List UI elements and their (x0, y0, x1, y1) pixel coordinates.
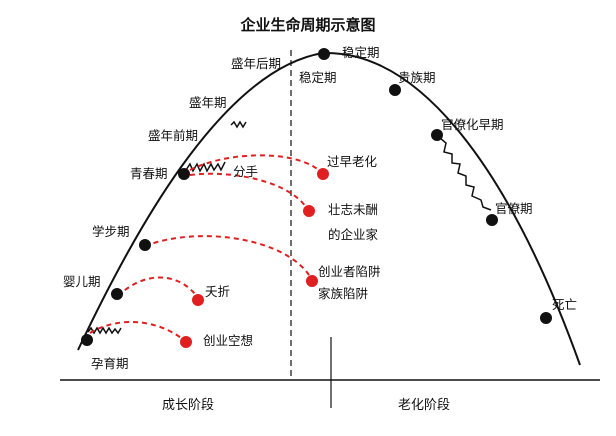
trap-curve-entrepreneur-fantasy (89, 321, 186, 342)
stage-label-wending: 稳定期 (299, 70, 337, 85)
stage-dot-yinger (111, 288, 123, 300)
stage-label-shengnian-hou: 盛年后期 (231, 56, 282, 71)
trap-curve-split (189, 172, 309, 211)
stage-label-guizu: 贵族期 (398, 70, 436, 85)
trap-dot-infant-death (192, 294, 204, 306)
diagram-title: 企业生命周期示意图 (240, 16, 376, 34)
trap-label-chuangyezhe-xianjing: 创业者陷阱 (318, 264, 381, 279)
trap-curve-infant-death (117, 276, 199, 299)
stage-dot-guanliao (486, 214, 498, 226)
stage-label-wending-top: 稳定期 (342, 45, 380, 60)
stage-label-yunyu: 孕育期 (91, 356, 129, 371)
phase-label-growth: 成长阶段 (162, 398, 215, 413)
stage-label-shengnian-qian: 盛年前期 (148, 128, 199, 143)
stage-dot-xuebu (139, 239, 151, 251)
stage-dot-wending (318, 48, 330, 60)
stage-label-xuebu: 学步期 (92, 224, 130, 239)
stage-label-siwang: 死亡 (552, 297, 578, 312)
stage-label-qingchun: 青春期 (130, 166, 168, 181)
stage-dot-guanliaohua-zao (431, 129, 443, 141)
wavy-segment-infant (87, 326, 122, 335)
trap-label-zhuangzhi-line1: 壮志未酬 (328, 202, 379, 217)
phase-label-aging: 老化阶段 (398, 398, 451, 413)
wavy-segment-prime-top (230, 120, 247, 129)
stage-label-guanliao: 官僚期 (495, 201, 533, 216)
trap-label-jiazu-xianjing: 家族陷阱 (318, 286, 369, 301)
stage-label-shengnian: 盛年期 (189, 95, 227, 110)
trap-label-yaozhe: 夭折 (205, 284, 231, 299)
trap-label-guozao-laohua: 过早老化 (327, 154, 378, 169)
trap-curve-founder-trap (144, 235, 313, 281)
trap-curve-premature-aging (189, 154, 323, 174)
wavy-segment-bureaucracy (439, 137, 492, 211)
trap-dot-premature-aging (317, 168, 329, 180)
stage-dot-qingchun (178, 168, 190, 180)
stage-dot-yunyu (81, 334, 93, 346)
stage-label-yinger: 婴儿期 (63, 274, 101, 289)
stage-label-guanliaohua-zao: 官僚化早期 (441, 117, 504, 132)
stage-dot-guizu (389, 84, 401, 96)
trap-dot-founder-trap (306, 275, 318, 287)
trap-dot-entrepreneur-fantasy (180, 336, 192, 348)
stage-dot-siwang (540, 312, 552, 324)
trap-label-chuangye-kongxiang: 创业空想 (203, 333, 254, 348)
trap-label-zhuangzhi-line2: 的企业家 (328, 227, 379, 242)
trap-dot-split (303, 205, 315, 217)
trap-label-fenshou: 分手 (233, 164, 259, 179)
